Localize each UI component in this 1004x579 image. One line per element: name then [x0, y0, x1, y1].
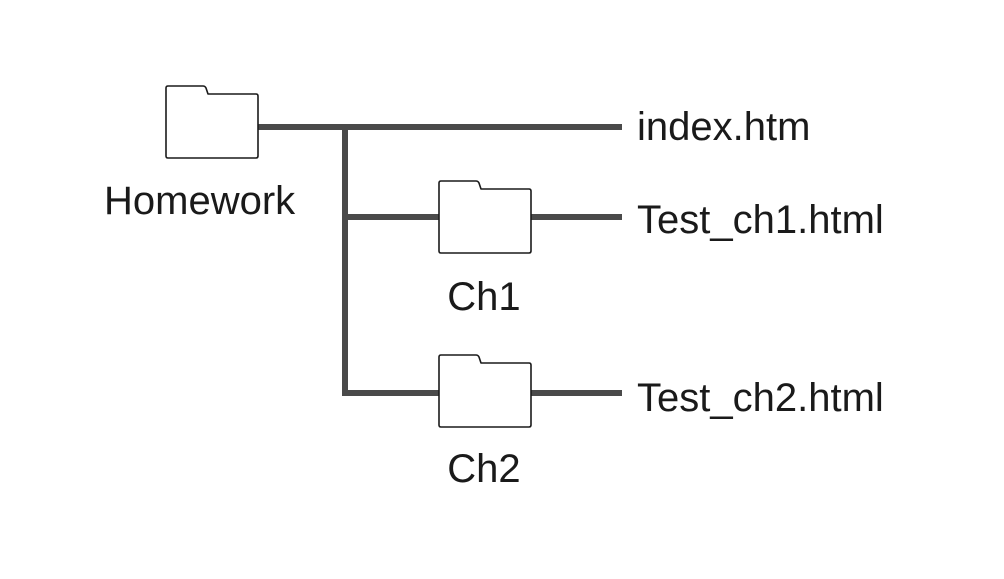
folder-node-homework[interactable] [165, 85, 259, 159]
folder-icon [438, 180, 532, 254]
folder-label-ch2: Ch2 [447, 447, 520, 491]
file-label-index[interactable]: index.htm [637, 105, 810, 149]
folder-label-homework: Homework [104, 179, 296, 223]
file-label-test-ch2[interactable]: Test_ch2.html [637, 376, 884, 420]
connectors [258, 124, 622, 396]
folder-icon [438, 354, 532, 428]
folder-label-ch1: Ch1 [447, 275, 520, 319]
folder-node-ch2[interactable] [438, 354, 532, 428]
folder-node-ch1[interactable] [438, 180, 532, 254]
file-label-test-ch1[interactable]: Test_ch1.html [637, 198, 884, 242]
folder-icon [165, 85, 259, 159]
